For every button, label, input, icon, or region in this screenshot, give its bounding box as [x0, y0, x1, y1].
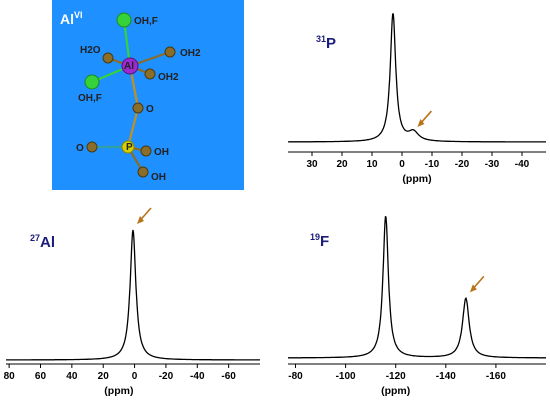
peak-arrowhead — [137, 216, 144, 224]
label-f-top: OH,F — [134, 16, 158, 27]
atom-o-oh-bottom — [137, 166, 149, 178]
label-f-left: OH,F — [78, 93, 102, 104]
x-tick-label: 10 — [366, 159, 378, 170]
label-p: P — [126, 142, 133, 153]
x-axis-label: (ppm) — [402, 173, 431, 185]
structure-inset: AlVI OH,F H2O OH2 Al OH2 OH,F O O P OH O… — [52, 0, 244, 190]
x-tick-label: 80 — [4, 371, 16, 382]
nucleus-label: 27Al — [30, 233, 55, 251]
x-tick-label: -140 — [436, 371, 456, 382]
atom-f-top — [116, 12, 132, 28]
atom-al — [121, 57, 139, 75]
x-tick-label: 40 — [66, 371, 78, 382]
spectrum-line — [6, 229, 260, 361]
x-tick-label: -20 — [159, 371, 174, 382]
x-tick-label: 30 — [306, 159, 318, 170]
atom-o-oh-right — [140, 145, 152, 157]
x-tick-label: 0 — [132, 371, 138, 382]
structure-background — [52, 0, 244, 190]
atom-o-oh2-lower — [144, 68, 156, 80]
nucleus-label: 19F — [310, 232, 329, 250]
label-oh-right: OH — [154, 147, 169, 158]
label-o-bridge: O — [146, 104, 154, 115]
peak-arrowhead — [417, 119, 425, 128]
label-oh2-lower: OH2 — [158, 72, 179, 83]
x-tick-label: -100 — [336, 371, 356, 382]
x-tick-label: 0 — [399, 159, 405, 170]
x-tick-label: -40 — [515, 159, 530, 170]
spectrum-27al: 80 60 40 20 0 -20 -40 -60 (ppm) 27Al — [4, 207, 260, 397]
x-tick-label: 20 — [98, 371, 110, 382]
x-tick-label: -10 — [425, 159, 440, 170]
x-tick-label: -20 — [455, 159, 470, 170]
atom-o-oh2-right — [164, 46, 176, 58]
x-tick-label: -40 — [190, 371, 205, 382]
structure-atoms — [84, 12, 176, 178]
x-axis-label: (ppm) — [381, 385, 410, 397]
structure-title: AlVI — [60, 10, 83, 27]
x-tick-label: -120 — [386, 371, 406, 382]
bond-o-p — [126, 107, 140, 148]
x-tick-label: -80 — [288, 371, 303, 382]
spectrum-line — [288, 13, 546, 143]
label-o-left: O — [76, 143, 84, 154]
atom-p — [121, 140, 135, 154]
x-tick-label: 60 — [35, 371, 47, 382]
nucleus-label: 31P — [316, 34, 336, 52]
atom-o-h2o — [102, 52, 114, 64]
atom-o-bridge — [132, 102, 144, 114]
x-tick-label: 20 — [336, 159, 348, 170]
label-oh2-right: OH2 — [180, 48, 201, 59]
x-axis-label: (ppm) — [104, 385, 133, 397]
spectrum-line — [288, 215, 546, 359]
x-tick-label: -30 — [485, 159, 500, 170]
x-tick-label: -160 — [486, 371, 506, 382]
label-h2o: H2O — [80, 45, 101, 56]
spectrum-19f: -80 -100 -120 -140 -160 (ppm) 19F — [288, 215, 546, 397]
atom-o-left — [86, 141, 98, 153]
atom-f-left — [84, 74, 100, 90]
spectrum-31p: 30 20 10 0 -10 -20 -30 -40 (ppm) 31P — [288, 13, 546, 185]
peak-arrowhead — [469, 284, 477, 293]
label-al: Al — [124, 61, 134, 72]
x-tick-label: -60 — [221, 371, 236, 382]
label-oh-bottom: OH — [151, 172, 166, 183]
